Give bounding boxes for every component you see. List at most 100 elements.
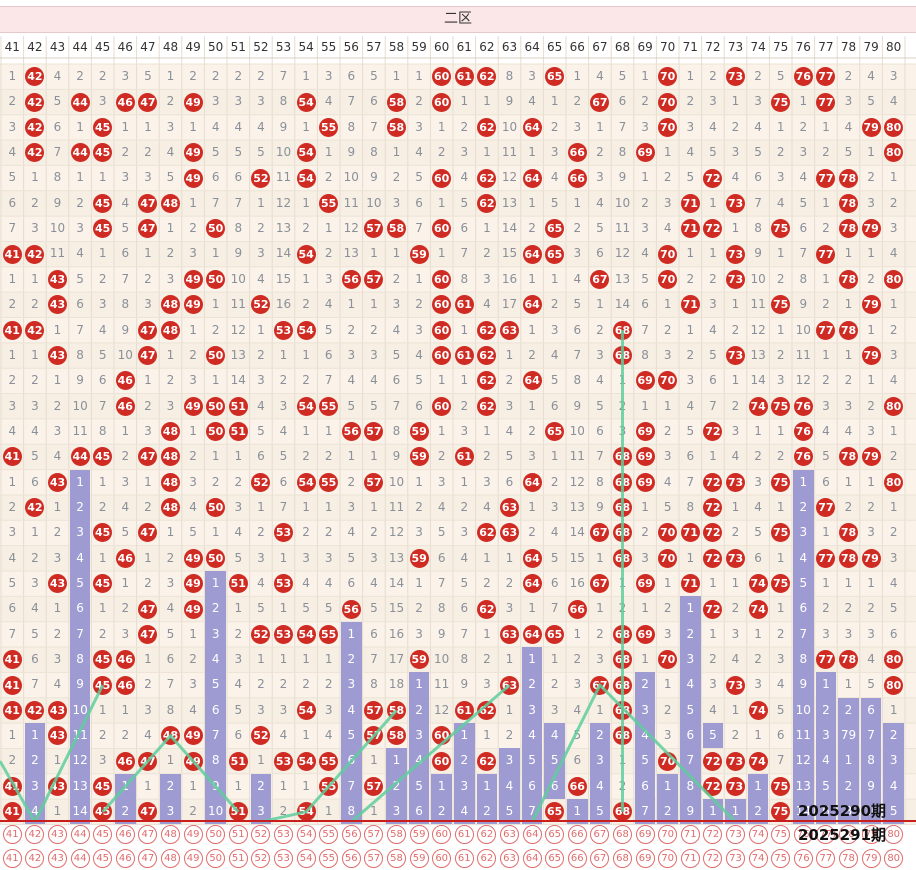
- omission-value: 1: [641, 652, 649, 667]
- hit-ball: 51: [228, 422, 248, 442]
- omission-value: 1: [731, 221, 740, 236]
- column-header: 52: [253, 40, 269, 54]
- omission-value: 4: [370, 373, 378, 388]
- omission-value: 3: [415, 626, 423, 641]
- omission-value: 3: [754, 677, 762, 692]
- omission-value: 1: [53, 322, 62, 337]
- omission-value: 5: [8, 170, 17, 185]
- omission-bar: 2: [747, 799, 769, 825]
- omission-value: 1: [324, 652, 333, 667]
- hit-ball: 41: [2, 776, 22, 796]
- omission-value: 5: [31, 449, 39, 464]
- omission-value: 13: [275, 221, 292, 236]
- omission-value: 11: [49, 246, 66, 261]
- omission-value: 2: [550, 297, 559, 312]
- omission-value: 4: [234, 525, 243, 540]
- omission-bar: 4: [680, 672, 701, 698]
- omission-bar: 1: [205, 571, 226, 597]
- omission-value: 2: [211, 322, 220, 337]
- omission-value: 4: [663, 221, 672, 236]
- omission-value: 1: [98, 702, 107, 717]
- row-stripe: [0, 469, 916, 495]
- omission-bar: 3: [341, 672, 362, 698]
- hit-ball: 50: [206, 219, 226, 239]
- hit-ball: 75: [771, 802, 791, 822]
- omission-value: 13: [230, 347, 246, 362]
- omission-value: 6: [324, 347, 333, 362]
- omission-value: 6: [596, 423, 604, 438]
- omission-value: 2: [31, 373, 39, 388]
- omission-value: 4: [663, 474, 672, 489]
- draw-number-circle: 48: [161, 824, 180, 844]
- omission-bar: 1: [69, 469, 91, 495]
- omission-value: 1: [98, 550, 107, 565]
- draw-number-circle: 66: [567, 824, 587, 844]
- omission-value: 6: [822, 474, 830, 489]
- omission-value: 4: [211, 119, 220, 134]
- hit-ball: 58: [387, 92, 406, 112]
- omission-bar: 4: [815, 748, 837, 774]
- hit-ball: 50: [206, 396, 226, 416]
- omission-value: 2: [889, 525, 898, 540]
- omission-bar: 3: [589, 748, 611, 774]
- omission-value: 14: [275, 246, 292, 261]
- omission-value: 4: [596, 373, 604, 388]
- omission-value: 2: [776, 271, 785, 286]
- omission-value: 5: [799, 195, 808, 210]
- omission-value: 2: [686, 271, 695, 286]
- omission-value: 5: [709, 347, 717, 362]
- omission-value: 3: [889, 550, 898, 565]
- omission-value: 3: [844, 626, 853, 641]
- omission-value: 3: [641, 119, 649, 134]
- omission-value: 8: [799, 271, 808, 286]
- omission-value: 1: [776, 246, 785, 261]
- omission-value: 11: [795, 347, 811, 362]
- omission-value: 1: [776, 499, 785, 514]
- column-header: 50: [208, 40, 224, 54]
- omission-value: 2: [889, 195, 898, 210]
- omission-value: 2: [573, 221, 582, 236]
- omission-bar: 5: [521, 748, 543, 774]
- omission-value: 1: [76, 170, 84, 185]
- hit-ball: 41: [2, 700, 22, 720]
- omission-value: 1: [505, 347, 514, 362]
- omission-value: 2: [415, 499, 423, 514]
- omission-bar: 7: [793, 621, 814, 648]
- column-header: 45: [95, 40, 111, 54]
- hit-ball: 64: [522, 548, 542, 568]
- omission-value: 2: [663, 170, 672, 185]
- omission-value: 2: [618, 398, 627, 413]
- column-header: 47: [140, 40, 156, 54]
- omission-bar: 6: [860, 697, 882, 724]
- hit-ball: 51: [228, 574, 248, 594]
- hit-ball: 48: [161, 193, 180, 213]
- omission-value: 1: [257, 322, 265, 337]
- omission-bar: 5: [634, 748, 656, 774]
- omission-value: 3: [8, 119, 17, 134]
- hit-ball: 78: [839, 168, 858, 188]
- hit-ball: 70: [658, 548, 678, 568]
- hit-ball: 68: [613, 548, 632, 568]
- column-header: 79: [863, 40, 879, 54]
- omission-value: 2: [211, 474, 220, 489]
- omission-value: 2: [573, 94, 582, 109]
- omission-value: 1: [460, 474, 469, 489]
- omission-value: 3: [189, 373, 197, 388]
- omission-value: 1: [437, 373, 446, 388]
- hit-ball: 63: [500, 498, 519, 518]
- omission-value: 1: [437, 195, 446, 210]
- omission-value: 7: [324, 373, 333, 388]
- hit-ball: 75: [771, 92, 791, 112]
- omission-value: 8: [686, 499, 695, 514]
- row-stripe: [0, 114, 916, 141]
- omission-bar: 7: [341, 773, 362, 800]
- omission-value: 8: [392, 423, 401, 438]
- omission-value: 3: [166, 119, 175, 134]
- omission-value: 4: [550, 170, 559, 185]
- omission-value: 1: [822, 347, 830, 362]
- omission-value: 3: [324, 271, 333, 286]
- omission-value: 8: [505, 69, 514, 83]
- omission-value: 1: [867, 474, 875, 489]
- omission-value: 1: [302, 499, 310, 514]
